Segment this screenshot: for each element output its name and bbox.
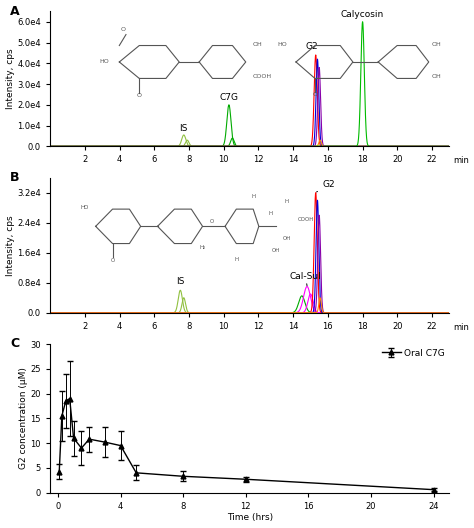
Y-axis label: Intensity, cps: Intensity, cps: [6, 49, 15, 109]
Text: A: A: [10, 5, 20, 17]
Text: IS: IS: [176, 277, 184, 286]
Legend: Oral C7G: Oral C7G: [383, 348, 445, 357]
Text: C: C: [10, 337, 19, 350]
Text: C7G: C7G: [219, 93, 238, 102]
Y-axis label: Intensity, cps: Intensity, cps: [6, 215, 15, 276]
X-axis label: Time (hrs): Time (hrs): [227, 513, 273, 522]
Text: G2: G2: [306, 42, 319, 51]
Text: B: B: [10, 171, 20, 184]
Text: Cal-Sul: Cal-Sul: [290, 272, 321, 286]
Text: G2: G2: [317, 180, 335, 192]
Y-axis label: G2 concentration (μM): G2 concentration (μM): [18, 367, 27, 469]
Text: min: min: [453, 323, 469, 332]
Text: Calycosin: Calycosin: [341, 10, 384, 18]
Text: IS: IS: [180, 124, 188, 133]
Text: min: min: [453, 156, 469, 165]
